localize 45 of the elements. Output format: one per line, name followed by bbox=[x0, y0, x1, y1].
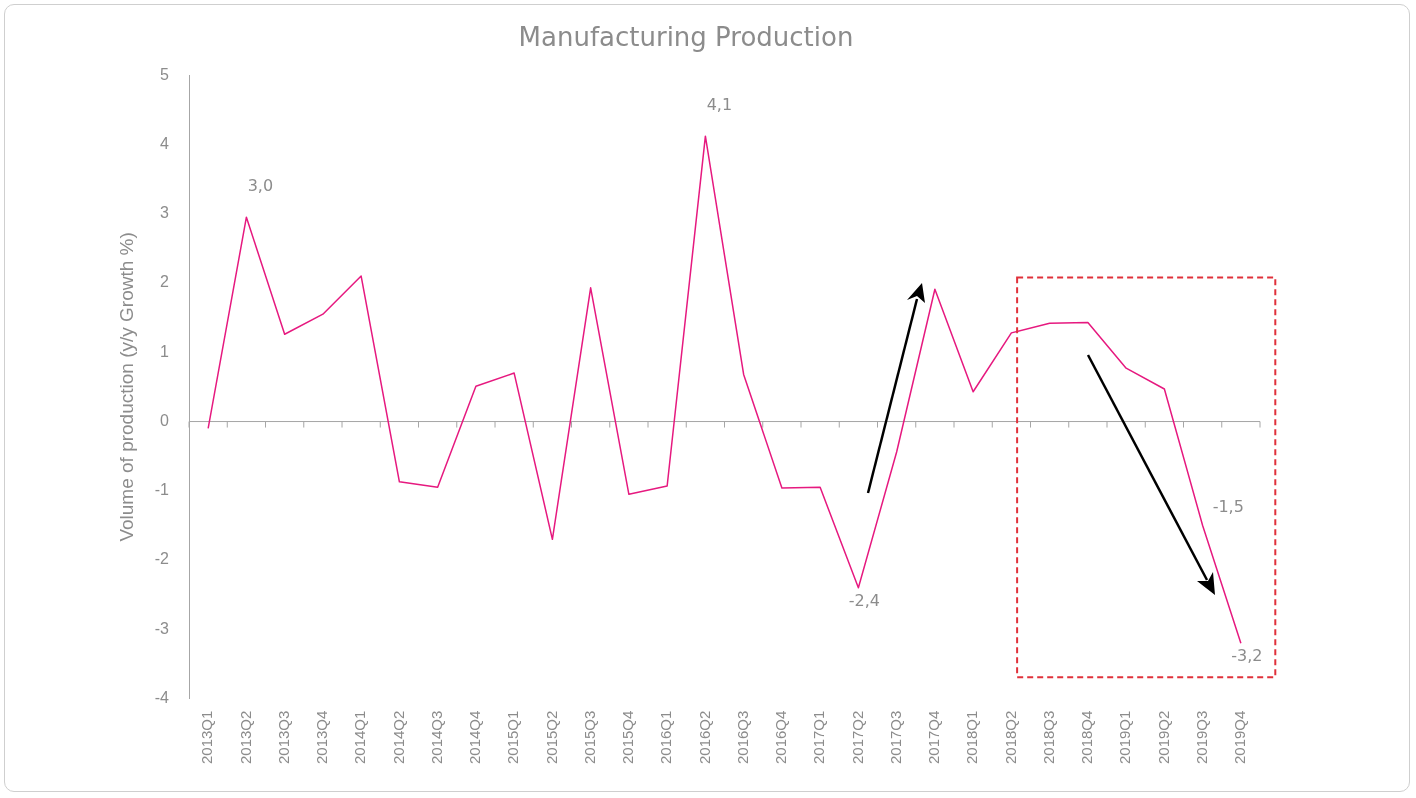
x-tick-label: 2014Q1 bbox=[351, 710, 369, 765]
x-tick-label: 2013Q1 bbox=[198, 710, 216, 765]
x-tick-label: 2016Q4 bbox=[772, 710, 790, 765]
x-tick-label: 2017Q1 bbox=[810, 710, 828, 765]
y-tick-label: 0 bbox=[160, 411, 170, 429]
x-tick-label: 2013Q2 bbox=[236, 710, 254, 765]
x-tick-label: 2018Q4 bbox=[1078, 710, 1096, 765]
y-tick-label: -4 bbox=[154, 689, 170, 707]
x-tick-label: 2014Q4 bbox=[466, 710, 484, 765]
x-tick-label: 2019Q3 bbox=[1192, 710, 1210, 765]
y-tick-label: 3 bbox=[160, 204, 170, 222]
y-tick-label: -1 bbox=[154, 481, 170, 499]
x-tick-label: 2015Q3 bbox=[580, 710, 598, 765]
data-label: 3,0 bbox=[247, 176, 274, 196]
x-tick-label: 2019Q2 bbox=[1154, 710, 1172, 765]
data-label: -3,2 bbox=[1231, 646, 1263, 666]
x-tick-label: 2013Q4 bbox=[313, 710, 331, 765]
x-tick-label: 2016Q3 bbox=[733, 710, 751, 765]
x-tick-label: 2014Q2 bbox=[389, 710, 407, 765]
x-tick-label: 2014Q3 bbox=[427, 710, 445, 765]
y-tick-label: 1 bbox=[160, 342, 170, 360]
chart-title: Manufacturing Production bbox=[518, 22, 854, 53]
x-tick-label: 2018Q3 bbox=[1039, 710, 1057, 765]
x-tick-label: 2015Q4 bbox=[619, 710, 637, 765]
y-tick-label: 2 bbox=[160, 273, 170, 291]
x-tick-label: 2015Q2 bbox=[542, 710, 560, 765]
x-tick-label: 2016Q1 bbox=[657, 710, 675, 765]
y-tick-label: -3 bbox=[154, 619, 170, 637]
data-label: -1,5 bbox=[1212, 496, 1244, 516]
x-tick-label: 2018Q1 bbox=[963, 710, 981, 765]
y-axis-title: Volume of production (y/y Growth %) bbox=[115, 232, 137, 542]
x-tick-label: 2017Q4 bbox=[925, 710, 943, 765]
x-tick-label: 2019Q4 bbox=[1231, 710, 1249, 765]
x-tick-label: 2017Q2 bbox=[848, 710, 866, 765]
x-tick-label: 2013Q3 bbox=[274, 710, 292, 765]
data-label: -2,4 bbox=[848, 590, 880, 610]
y-tick-label: -2 bbox=[154, 550, 170, 568]
x-tick-label: 2016Q2 bbox=[695, 710, 713, 765]
data-label: 4,1 bbox=[706, 95, 733, 115]
y-tick-label: 4 bbox=[160, 134, 170, 152]
x-tick-label: 2017Q3 bbox=[886, 710, 904, 765]
y-tick-label: 5 bbox=[160, 65, 170, 83]
x-tick-label: 2015Q1 bbox=[504, 710, 522, 765]
x-tick-label: 2018Q2 bbox=[1001, 710, 1019, 765]
x-tick-label: 2019Q1 bbox=[1116, 710, 1134, 765]
